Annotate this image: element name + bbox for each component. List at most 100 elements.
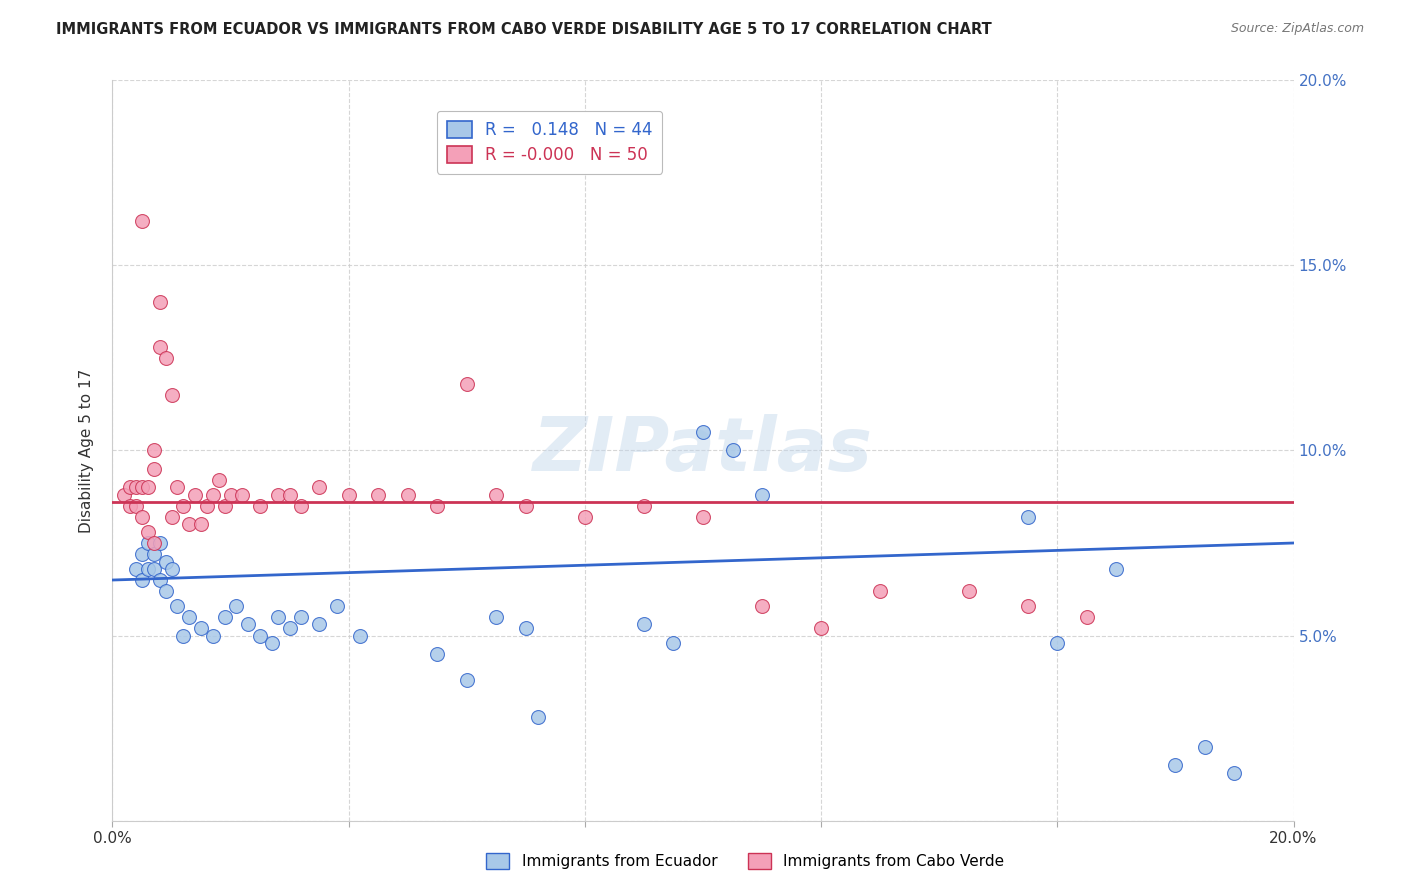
Y-axis label: Disability Age 5 to 17: Disability Age 5 to 17 bbox=[79, 368, 94, 533]
Point bbox=[149, 573, 172, 587]
Point bbox=[751, 488, 773, 502]
Point bbox=[692, 510, 714, 524]
Point bbox=[290, 499, 312, 513]
Point bbox=[184, 488, 207, 502]
Point bbox=[349, 628, 371, 642]
Legend: R =   0.148   N = 44, R = -0.000   N = 50: R = 0.148 N = 44, R = -0.000 N = 50 bbox=[436, 111, 662, 174]
Point bbox=[142, 462, 165, 476]
Point bbox=[326, 599, 349, 613]
Point bbox=[1076, 610, 1098, 624]
Point bbox=[149, 536, 172, 550]
Point bbox=[195, 499, 218, 513]
Point bbox=[290, 610, 312, 624]
Point bbox=[396, 488, 419, 502]
Point bbox=[142, 547, 165, 561]
Point bbox=[526, 710, 548, 724]
Point bbox=[201, 488, 224, 502]
Point bbox=[260, 636, 283, 650]
Point bbox=[160, 388, 183, 402]
Point bbox=[125, 499, 148, 513]
Point bbox=[172, 628, 194, 642]
Point bbox=[172, 499, 194, 513]
Point bbox=[662, 636, 685, 650]
Point bbox=[721, 443, 744, 458]
Point bbox=[249, 628, 271, 642]
Point bbox=[1105, 562, 1128, 576]
Point bbox=[337, 488, 360, 502]
Point bbox=[869, 584, 891, 599]
Point bbox=[160, 562, 183, 576]
Legend: Immigrants from Ecuador, Immigrants from Cabo Verde: Immigrants from Ecuador, Immigrants from… bbox=[481, 847, 1010, 875]
Point bbox=[810, 621, 832, 635]
Point bbox=[142, 443, 165, 458]
Text: Source: ZipAtlas.com: Source: ZipAtlas.com bbox=[1230, 22, 1364, 36]
Point bbox=[131, 573, 153, 587]
Point bbox=[131, 481, 153, 495]
Point bbox=[190, 517, 212, 532]
Point bbox=[136, 562, 159, 576]
Point bbox=[278, 488, 301, 502]
Point bbox=[149, 340, 172, 354]
Point bbox=[219, 488, 242, 502]
Point bbox=[515, 499, 537, 513]
Point bbox=[136, 536, 159, 550]
Point bbox=[155, 351, 177, 365]
Point bbox=[308, 481, 330, 495]
Point bbox=[120, 481, 142, 495]
Point bbox=[456, 673, 478, 687]
Point bbox=[308, 617, 330, 632]
Point bbox=[278, 621, 301, 635]
Point bbox=[131, 214, 153, 228]
Point bbox=[367, 488, 389, 502]
Point bbox=[179, 610, 201, 624]
Point bbox=[214, 499, 236, 513]
Point bbox=[155, 584, 177, 599]
Point bbox=[142, 536, 165, 550]
Point bbox=[267, 610, 290, 624]
Point bbox=[231, 488, 253, 502]
Point bbox=[136, 481, 159, 495]
Point bbox=[125, 481, 148, 495]
Point bbox=[633, 499, 655, 513]
Point bbox=[120, 499, 142, 513]
Point bbox=[485, 488, 508, 502]
Point bbox=[1223, 765, 1246, 780]
Point bbox=[142, 562, 165, 576]
Text: IMMIGRANTS FROM ECUADOR VS IMMIGRANTS FROM CABO VERDE DISABILITY AGE 5 TO 17 COR: IMMIGRANTS FROM ECUADOR VS IMMIGRANTS FR… bbox=[56, 22, 993, 37]
Point bbox=[1017, 599, 1039, 613]
Point bbox=[426, 499, 449, 513]
Point bbox=[957, 584, 980, 599]
Point bbox=[1194, 739, 1216, 754]
Point bbox=[633, 617, 655, 632]
Point bbox=[515, 621, 537, 635]
Point bbox=[131, 510, 153, 524]
Point bbox=[1164, 758, 1187, 772]
Point bbox=[208, 473, 231, 487]
Point bbox=[131, 547, 153, 561]
Point bbox=[456, 376, 478, 391]
Point bbox=[249, 499, 271, 513]
Point bbox=[238, 617, 260, 632]
Point bbox=[136, 524, 159, 539]
Text: ZIPatlas: ZIPatlas bbox=[533, 414, 873, 487]
Point bbox=[751, 599, 773, 613]
Point bbox=[1017, 510, 1039, 524]
Point bbox=[166, 481, 188, 495]
Point bbox=[179, 517, 201, 532]
Point bbox=[225, 599, 247, 613]
Point bbox=[485, 610, 508, 624]
Point bbox=[155, 554, 177, 569]
Point bbox=[426, 647, 449, 661]
Point bbox=[166, 599, 188, 613]
Point bbox=[190, 621, 212, 635]
Point bbox=[214, 610, 236, 624]
Point bbox=[267, 488, 290, 502]
Point bbox=[160, 510, 183, 524]
Point bbox=[574, 510, 596, 524]
Point bbox=[692, 425, 714, 439]
Point bbox=[125, 562, 148, 576]
Point bbox=[201, 628, 224, 642]
Point bbox=[1046, 636, 1069, 650]
Point bbox=[149, 295, 172, 310]
Point bbox=[112, 488, 135, 502]
